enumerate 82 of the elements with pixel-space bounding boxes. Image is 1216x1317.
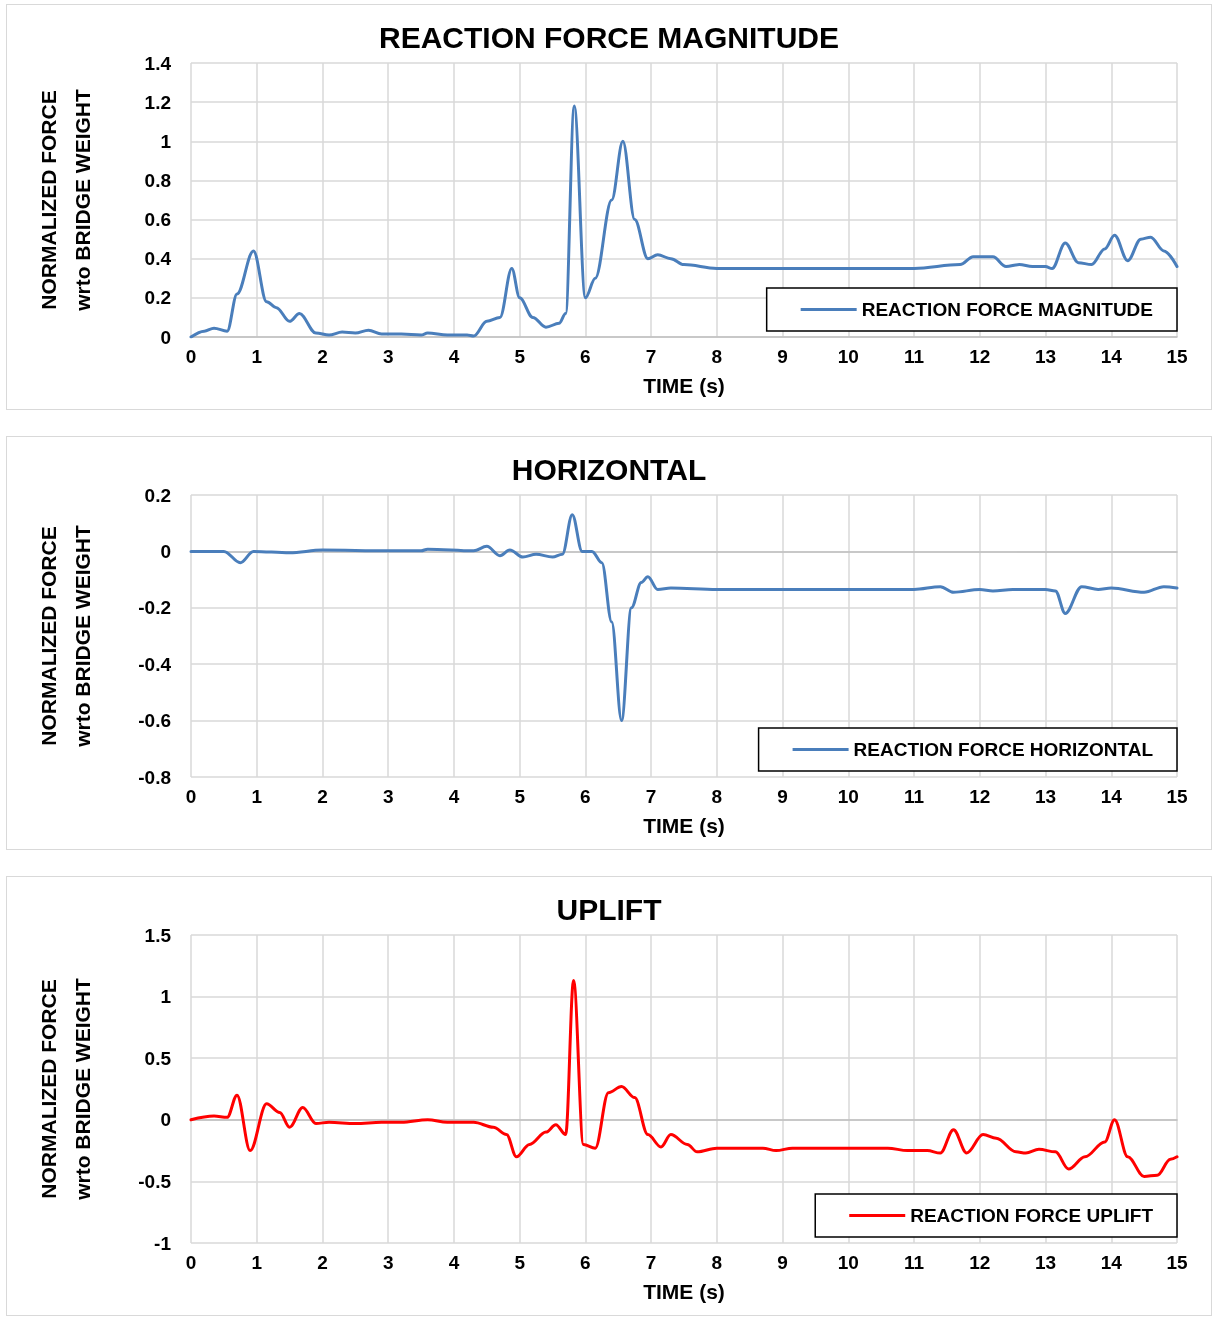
y-tick-label: 0.4 [144,248,172,270]
x-tick-label: 13 [1034,346,1057,367]
x-tick-label: 13 [1034,786,1057,807]
y-tick-label: 0.5 [144,1047,172,1069]
legend-label: REACTION FORCE HORIZONTAL [853,739,1154,760]
y-tick-label: -0.2 [138,597,171,619]
x-tick-label: 10 [837,1252,859,1273]
x-tick-label: 12 [969,786,991,807]
y-tick-label: 1.4 [144,52,172,74]
x-tick-label: 12 [969,1252,991,1273]
x-tick-label: 4 [448,786,460,807]
x-tick-label: 13 [1034,1252,1057,1273]
chart-title: HORIZONTAL [511,452,707,486]
y-tick-label: 1 [160,130,172,152]
x-tick-label: 3 [382,346,394,367]
x-tick-label: 5 [514,1252,526,1273]
x-tick-label: 12 [969,346,991,367]
y-tick-label: 0.6 [144,209,171,231]
x-tick-label: 6 [580,786,591,807]
x-tick-label: 10 [837,346,859,367]
x-tick-label: 14 [1100,346,1123,367]
x-tick-label: 7 [645,346,657,367]
line-series [189,979,1179,1178]
x-tick-label: 7 [645,1252,657,1273]
x-axis-title: TIME (s) [643,814,725,837]
x-tick-label: 14 [1100,1252,1123,1273]
y-tick-label: 1.2 [144,91,171,113]
x-axis-title: TIME (s) [643,374,725,397]
x-tick-label: 1 [251,1252,263,1273]
y-tick-label: 1.5 [144,924,172,946]
x-tick-label: 15 [1166,786,1188,807]
x-tick-label: 8 [711,346,723,367]
legend-label: REACTION FORCE MAGNITUDE [861,299,1153,320]
x-tick-label: 7 [645,786,657,807]
y-tick-label: -0.6 [138,710,171,732]
line-series [189,513,1179,723]
y-tick-label: 0.2 [144,287,171,309]
x-tick-label: 8 [711,1252,723,1273]
x-tick-label: 5 [514,786,526,807]
y-axis-title: NORMALIZED FORCE wrto BRIDGE WEIGHT [36,978,94,1201]
x-tick-label: 9 [777,1252,788,1273]
x-tick-label: 1 [251,786,263,807]
y-tick-label: 0.2 [144,484,171,506]
x-tick-label: 9 [777,786,788,807]
x-tick-label: 9 [777,346,788,367]
x-tick-label: 11 [904,786,925,807]
x-tick-label: 3 [382,786,394,807]
x-tick-label: 6 [580,1252,591,1273]
x-tick-label: 2 [317,346,328,367]
x-tick-label: 0 [185,786,197,807]
chart-title: UPLIFT [556,892,662,926]
x-axis-title: TIME (s) [643,1280,725,1303]
y-tick-label: -1 [154,1232,172,1254]
x-tick-label: 15 [1166,346,1188,367]
x-tick-label: 11 [904,346,925,367]
x-tick-label: 2 [317,786,328,807]
x-tick-label: 0 [185,1252,197,1273]
y-tick-label: 0.8 [144,169,171,191]
x-tick-label: 10 [837,786,859,807]
y-axis-title: NORMALIZED FORCE wrto BRIDGE WEIGHT [36,525,94,748]
x-tick-label: 2 [317,1252,328,1273]
y-tick-label: 1 [160,986,172,1008]
x-tick-label: 0 [185,346,197,367]
x-tick-label: 15 [1166,1252,1188,1273]
x-tick-label: 5 [514,346,526,367]
y-tick-label: 0 [160,540,171,562]
y-tick-label: -0.5 [138,1170,172,1192]
x-tick-label: 6 [580,346,591,367]
y-tick-label: 0 [160,326,171,348]
legend-label: REACTION FORCE UPLIFT [910,1205,1154,1226]
x-tick-label: 1 [251,346,263,367]
x-tick-label: 11 [904,1252,925,1273]
y-tick-label: 0 [160,1109,171,1131]
x-tick-label: 8 [711,786,723,807]
x-tick-label: 4 [448,346,460,367]
chart-title: REACTION FORCE MAGNITUDE [379,20,839,54]
y-axis-title: NORMALIZED FORCE wrto BRIDGE WEIGHT [36,89,94,312]
x-tick-label: 14 [1100,786,1123,807]
y-tick-label: -0.4 [138,653,172,675]
x-tick-label: 4 [448,1252,460,1273]
x-tick-label: 3 [382,1252,394,1273]
y-tick-label: -0.8 [138,766,171,788]
